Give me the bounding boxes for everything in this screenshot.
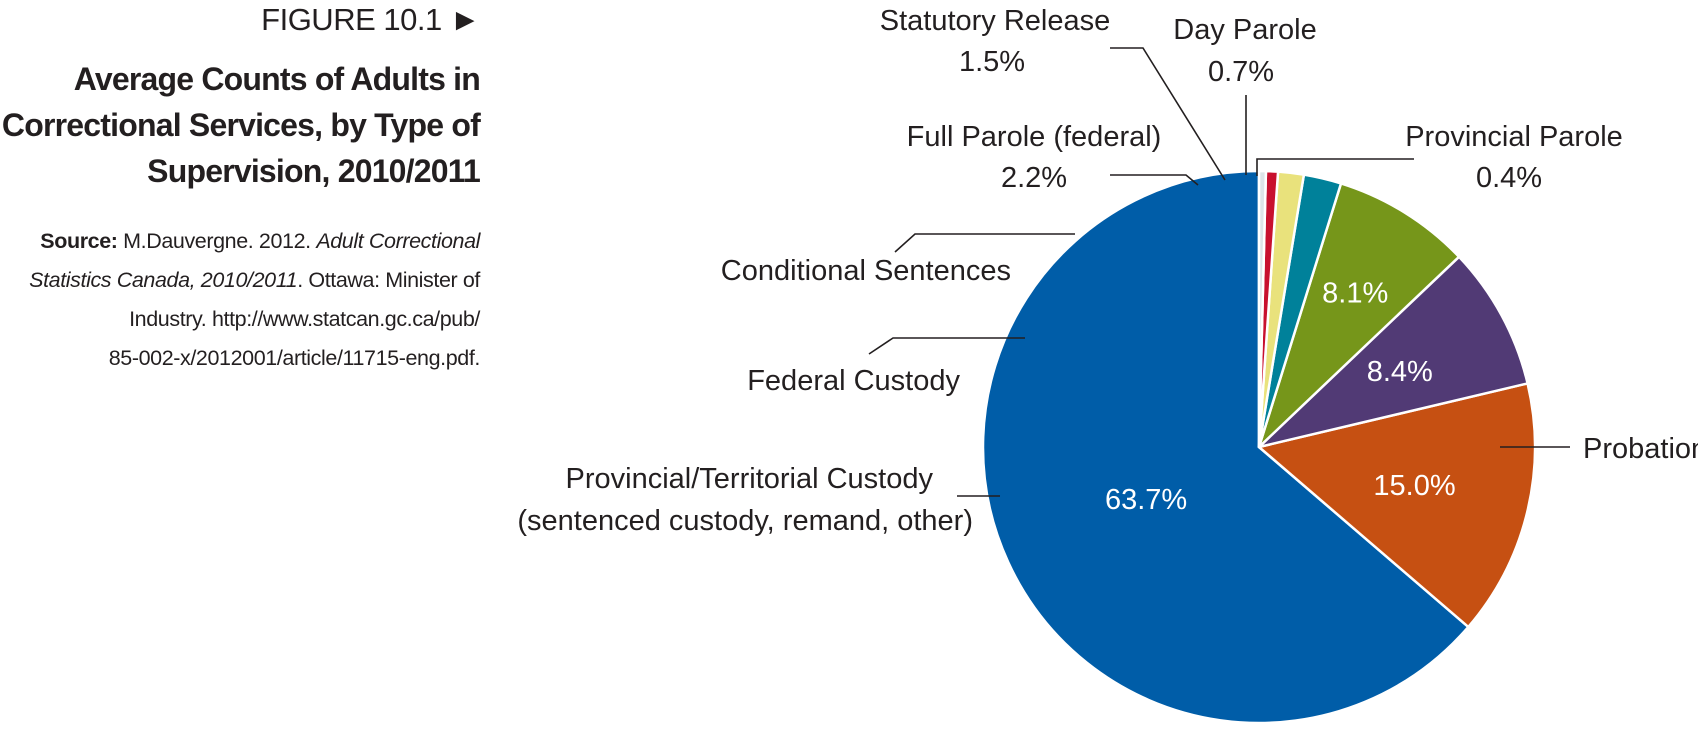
pie-slices: [980, 168, 1538, 726]
callout-leader-lines: [868, 47, 1570, 497]
source-publisher: . Ottawa: Minister of: [297, 268, 480, 292]
label-statutory: Statutory Release: [880, 5, 1111, 37]
label-day-parole: Day Parole: [1173, 14, 1316, 46]
label-prov-custody-line1: Provincial/Territorial Custody: [566, 463, 934, 495]
slice-value-label: 15.0%: [1373, 470, 1455, 502]
label-probation: Probation: [1583, 433, 1698, 465]
value-prov-parole: 0.4%: [1476, 162, 1542, 194]
source-line: 85-002-x/2012001/article/11715-eng.pdf.: [108, 346, 481, 370]
source-line: Industry. http://www.statcan.gc.ca/pub/: [129, 307, 480, 331]
label-federal-custody: Federal Custody: [747, 365, 960, 397]
leader-statutory: [1110, 47, 1226, 181]
source-line: Statistics Canada, 2010/2011. Ottawa: Mi…: [0, 261, 480, 300]
callout-labels: Probation Provincial/Territorial Custody…: [517, 5, 1698, 537]
source-line: Source: M.Dauvergne. 2012. Adult Correct…: [0, 222, 480, 261]
figure-source: Source: M.Dauvergne. 2012. Adult Correct…: [0, 222, 480, 378]
figure-title-line: Average Counts of Adults in: [73, 61, 481, 97]
slice-value-label: 8.4%: [1367, 356, 1433, 388]
label-prov-custody-line2: (sentenced custody, remand, other): [517, 505, 973, 537]
value-day-parole: 0.7%: [1208, 56, 1274, 88]
source-title-part2: Statistics Canada, 2010/2011: [29, 268, 298, 292]
label-prov-parole: Provincial Parole: [1405, 121, 1623, 153]
label-full-parole: Full Parole (federal): [907, 121, 1162, 153]
leader-full-parole: [1110, 174, 1199, 186]
value-full-parole: 2.2%: [1001, 162, 1067, 194]
source-author-year: M.Dauvergne. 2012.: [117, 229, 317, 253]
figure-title-line: Correctional Services, by Type of: [1, 107, 481, 143]
figure-number: FIGURE 10.1 ►: [261, 2, 480, 37]
value-statutory: 1.5%: [959, 46, 1025, 78]
pie-slice-probation: [981, 169, 1470, 725]
slice-value-label: 8.1%: [1322, 277, 1388, 309]
figure-title: Average Counts of Adults in Correctional…: [0, 56, 481, 194]
label-conditional: Conditional Sentences: [721, 255, 1011, 287]
leader-conditional: [894, 233, 1075, 253]
pie-slice-federal-custody: [1257, 255, 1529, 449]
slice-value-labels: 63.7% 15.0% 8.4% 8.1%: [1105, 277, 1456, 516]
figure-title-line: Supervision, 2010/2011: [147, 153, 481, 189]
source-prefix: Source:: [40, 229, 118, 253]
pie-slice-conditional-sentences: [1257, 182, 1461, 449]
slice-value-label: 63.7%: [1105, 484, 1187, 516]
leader-prov-parole: [1256, 158, 1414, 176]
source-title-part1: Adult Correctional: [316, 229, 480, 253]
leader-federal-custody: [868, 337, 1025, 355]
pie-slice-provincial-territorial-custody-sentenced-custody-remand-other: [1257, 382, 1537, 629]
